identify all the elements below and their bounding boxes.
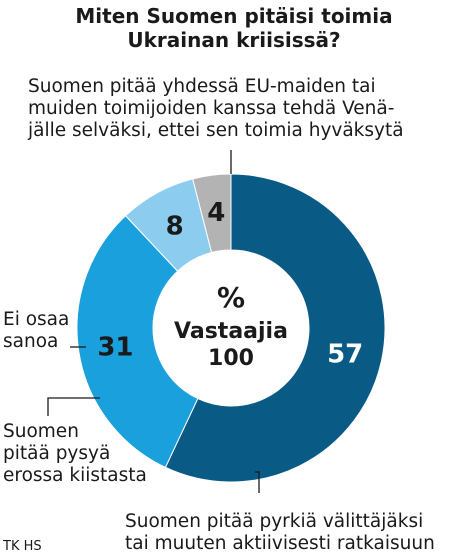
value-label-stay: 8 xyxy=(166,211,184,241)
center-total: 100 xyxy=(208,346,254,371)
value-label-dontknow: 4 xyxy=(207,198,225,228)
slice-label-eu: Suomen pitää yhdessä EU-maiden tai muide… xyxy=(28,76,404,142)
slice-label-eu-line-2: muiden toimijoiden kanssa tehdä Venä- xyxy=(28,98,395,119)
center-symbol: % xyxy=(217,281,245,314)
chart-title-line-2: Ukrainan kriisissä? xyxy=(127,28,341,52)
slice-label-mediate-line-1: Suomen pitää pyrkiä välittäjäksi xyxy=(125,511,424,532)
leader-line-stay xyxy=(47,397,100,416)
value-label-mediate: 31 xyxy=(97,332,133,362)
donut-slice-eu xyxy=(164,173,386,483)
value-label-eu: 57 xyxy=(327,340,363,370)
chart-title-line-1: Miten Suomen pitäisi toimia xyxy=(75,4,393,28)
leader-lines xyxy=(47,150,260,493)
center-label: Vastaajia xyxy=(174,319,288,344)
slice-label-dontknow-line-1: Ei osaa xyxy=(3,309,70,330)
leader-line-mediate xyxy=(255,471,260,493)
slice-label-stay-line-2: pitää pysyä xyxy=(3,443,111,464)
slice-label-dontknow: Ei osaa sanoa xyxy=(3,309,69,353)
slice-label-stay-line-1: Suomen xyxy=(3,421,79,442)
slice-label-mediate: Suomen pitää pyrkiä välittäjäksi tai muu… xyxy=(125,511,435,555)
source-credit: TK HS xyxy=(3,539,42,554)
slice-label-stay: Suomen pitää pysyä erossa kiistasta xyxy=(3,421,147,487)
donut-slices xyxy=(76,173,386,483)
slice-label-mediate-line-2: tai muuten aktiivisesti ratkaisuun xyxy=(125,533,435,554)
donut-center: % Vastaajia 100 xyxy=(174,281,288,371)
slice-label-eu-line-1: Suomen pitää yhdessä EU-maiden tai xyxy=(28,76,376,97)
slice-label-stay-line-3: erossa kiistasta xyxy=(3,465,147,486)
value-labels: 57 31 8 4 xyxy=(97,198,363,370)
slice-label-eu-line-3: jälle selväksi, ettei sen toimia hyväksy… xyxy=(28,120,404,141)
donut-slice-mediate xyxy=(76,215,199,469)
slice-label-dontknow-line-2: sanoa xyxy=(3,331,59,352)
chart-title: Miten Suomen pitäisi toimia Ukrainan kri… xyxy=(0,4,468,52)
donut-slice-dontknow xyxy=(192,173,232,254)
